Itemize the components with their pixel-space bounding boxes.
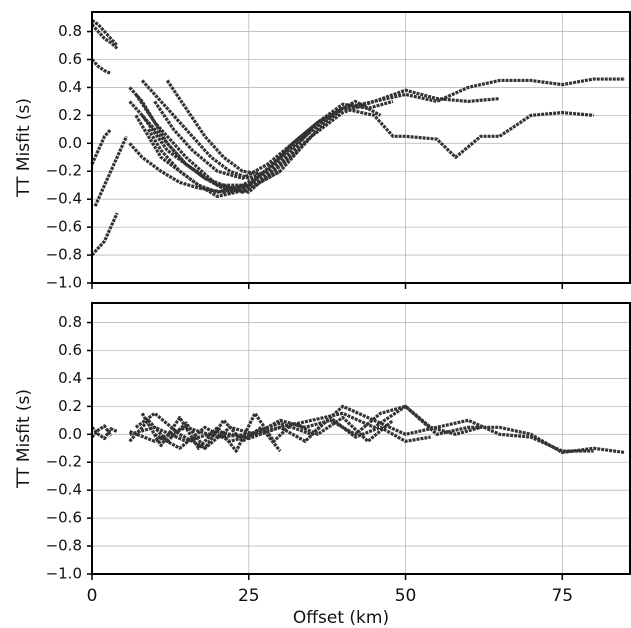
plot-frame [91,302,631,575]
trace [140,79,313,180]
trace [128,418,282,453]
y-tick-label: 0.2 [58,106,82,124]
y-tick-label: 0.0 [58,134,82,152]
trace [129,404,626,455]
y-tick-label: −0.6 [46,509,82,527]
y-tick-label: 0.2 [58,397,82,415]
trace [90,23,119,50]
y-tick-label: 0.8 [58,313,82,331]
y-axis-label: TT Misfit (s) [14,389,34,489]
y-tick-label: 0.8 [58,22,82,40]
trace [153,415,431,450]
trace [90,128,113,165]
y-tick-label: −0.4 [46,481,82,499]
x-axis-label: Offset (km) [293,608,389,628]
trace [129,404,594,453]
y-tick-label: 0.6 [58,50,82,68]
trace [153,99,394,180]
y-tick-label: −0.8 [46,537,82,555]
y-tick-label: 0.0 [58,425,82,443]
trace [91,19,119,47]
trace [93,135,128,207]
trace [90,424,113,439]
x-tick-label: 0 [87,586,98,606]
x-tick-label: 75 [551,586,573,606]
y-tick-label: 0.6 [58,341,82,359]
trace [128,142,300,194]
trace [90,58,112,75]
trace [165,79,382,176]
x-tick-label: 50 [395,586,417,606]
trace [128,86,250,194]
y-tick-label: −1.0 [46,274,82,292]
y-tick-label: 0.4 [58,369,82,387]
trace [128,77,625,187]
y-tick-label: −0.4 [46,190,82,208]
y-tick-label: −1.0 [46,565,82,583]
y-tick-label: 0.4 [58,78,82,96]
trace [140,411,395,453]
y-tick-label: −0.2 [46,453,82,471]
trace [134,88,500,194]
y-axis-label: TT Misfit (s) [14,98,34,198]
y-tick-label: −0.8 [46,246,82,264]
trace [134,114,281,198]
y-tick-label: −0.6 [46,218,82,236]
x-tick-label: 25 [238,586,260,606]
y-tick-label: −0.2 [46,162,82,180]
plot-frame [91,11,631,284]
trace [90,212,119,257]
